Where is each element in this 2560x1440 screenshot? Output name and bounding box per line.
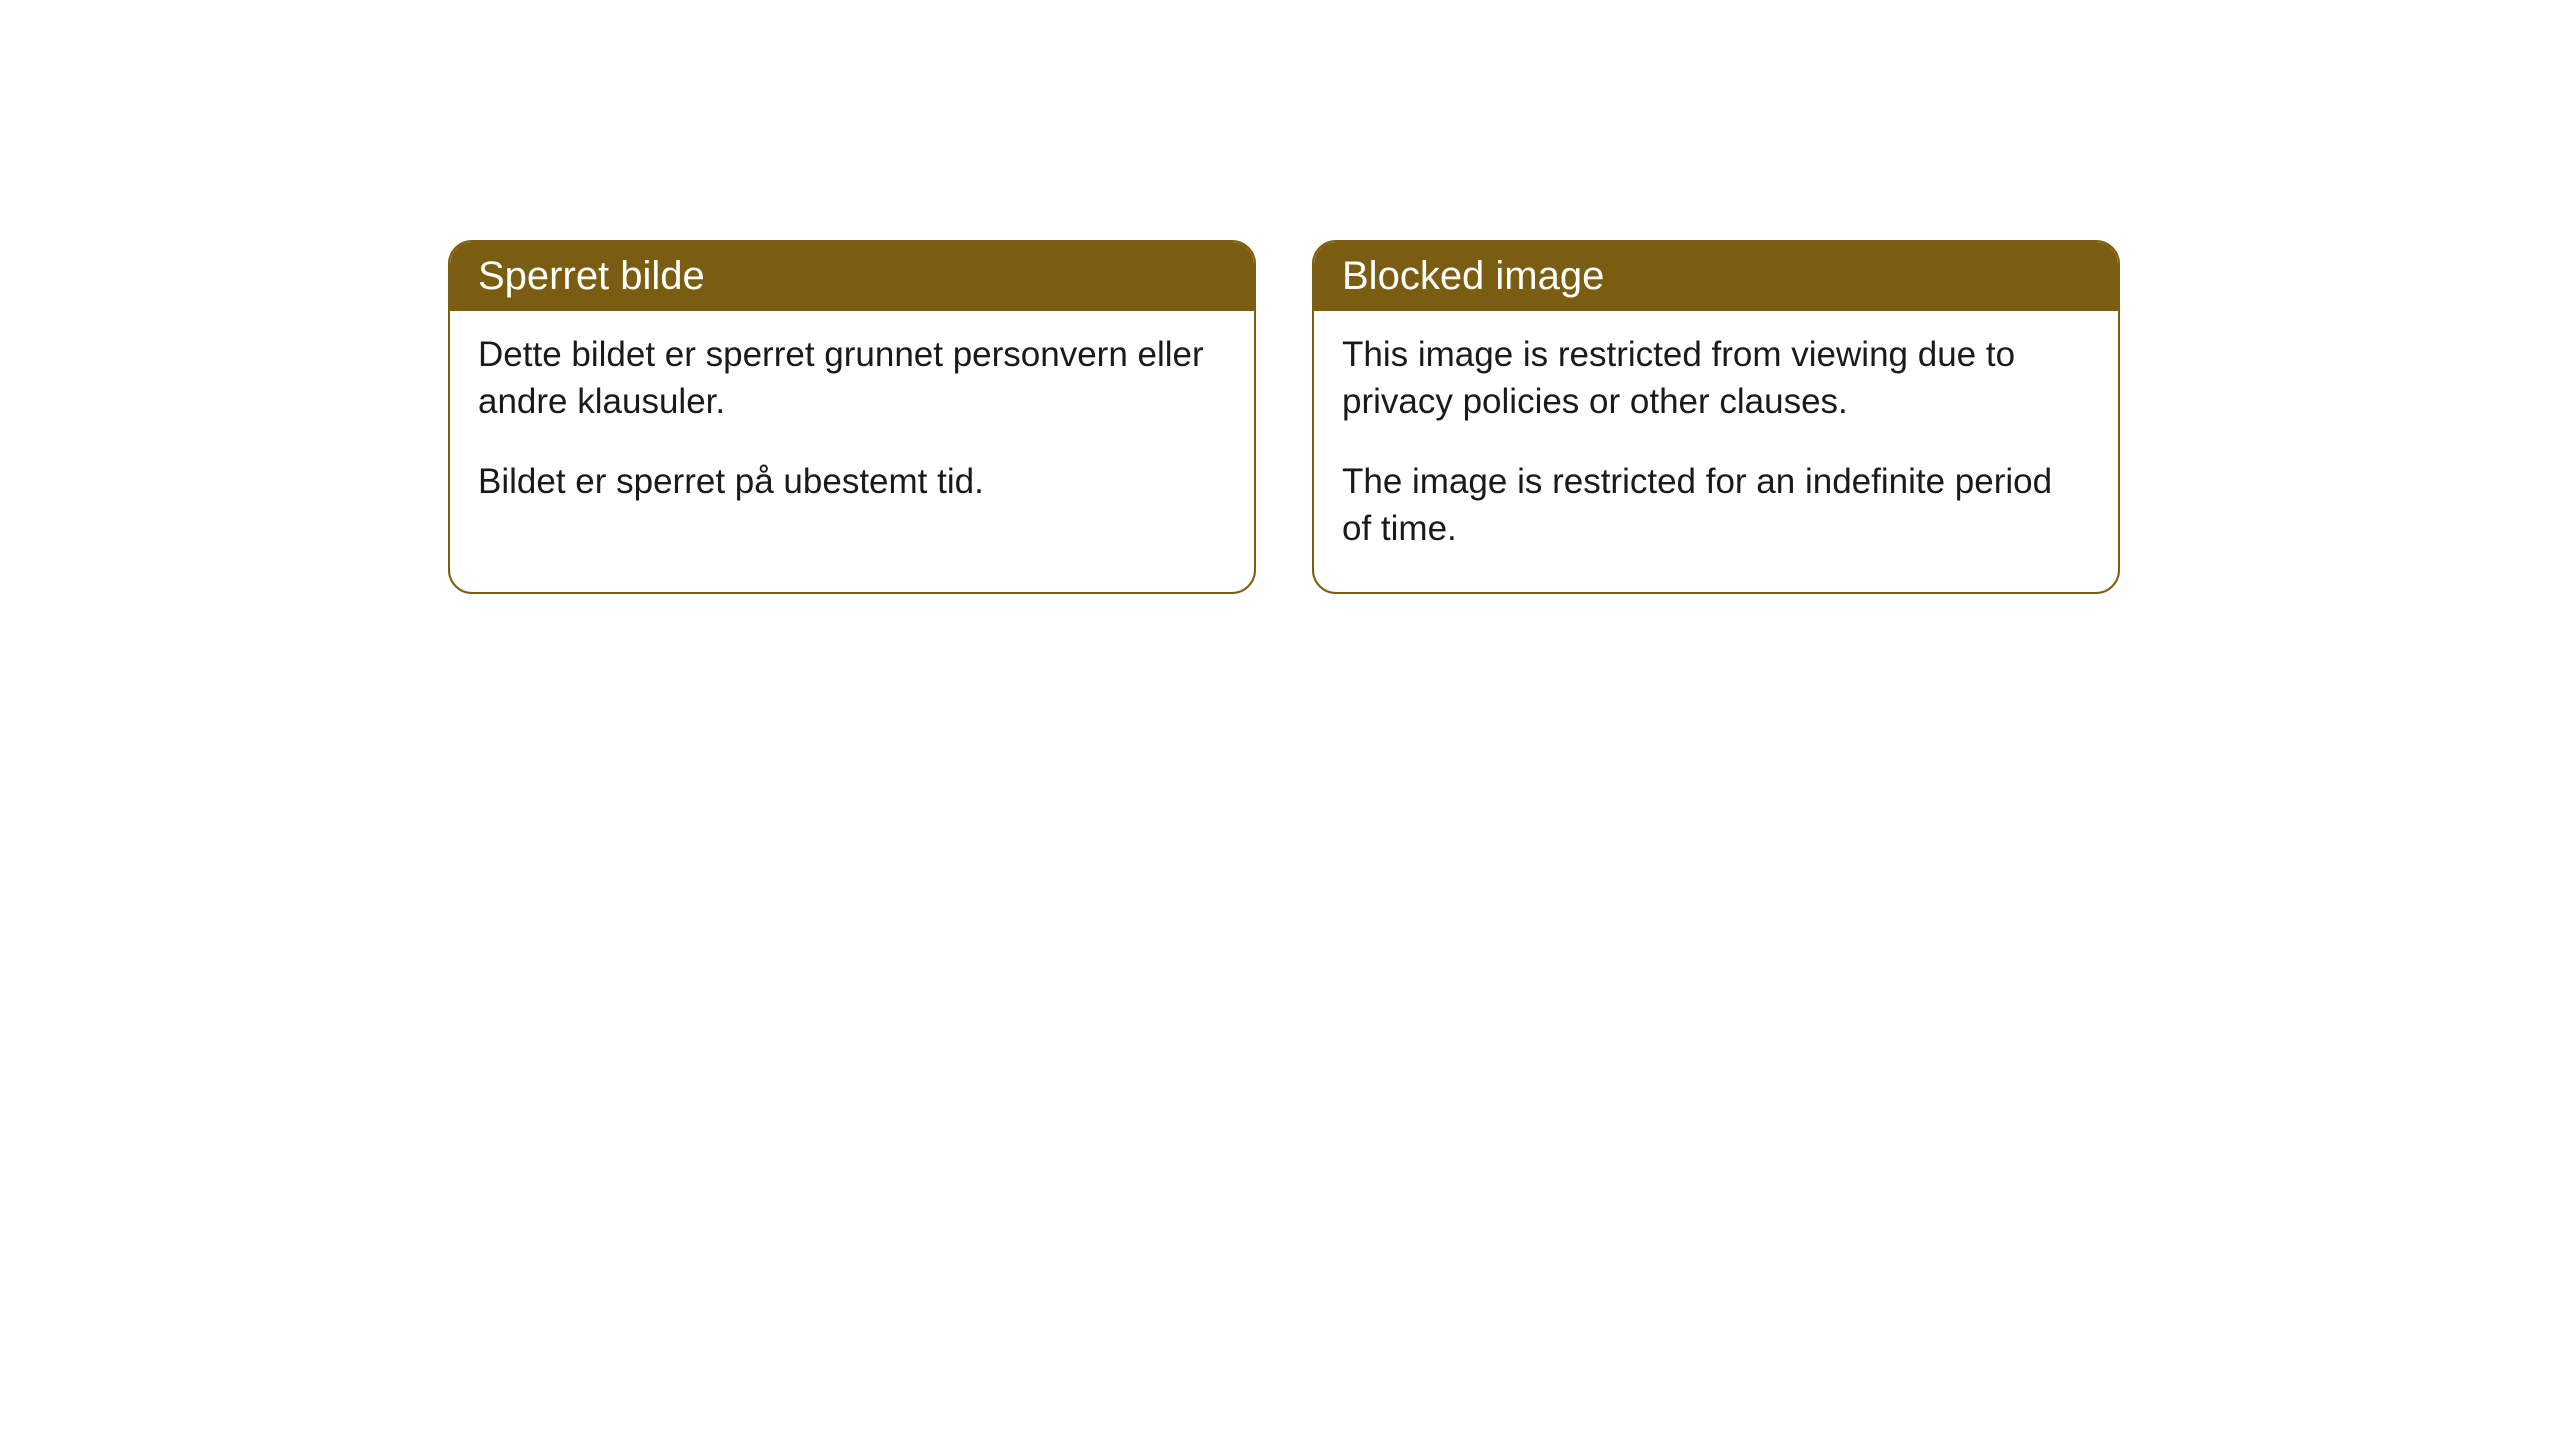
card-paragraph: Dette bildet er sperret grunnet personve… (478, 331, 1226, 426)
card-paragraph: Bildet er sperret på ubestemt tid. (478, 458, 1226, 505)
card-body: This image is restricted from viewing du… (1314, 311, 2118, 592)
card-paragraph: This image is restricted from viewing du… (1342, 331, 2090, 426)
card-header: Blocked image (1314, 242, 2118, 311)
blocked-image-card-en: Blocked image This image is restricted f… (1312, 240, 2120, 594)
blocked-image-card-no: Sperret bilde Dette bildet er sperret gr… (448, 240, 1256, 594)
card-paragraph: The image is restricted for an indefinit… (1342, 458, 2090, 553)
cards-container: Sperret bilde Dette bildet er sperret gr… (0, 0, 2560, 594)
card-body: Dette bildet er sperret grunnet personve… (450, 311, 1254, 545)
card-header: Sperret bilde (450, 242, 1254, 311)
